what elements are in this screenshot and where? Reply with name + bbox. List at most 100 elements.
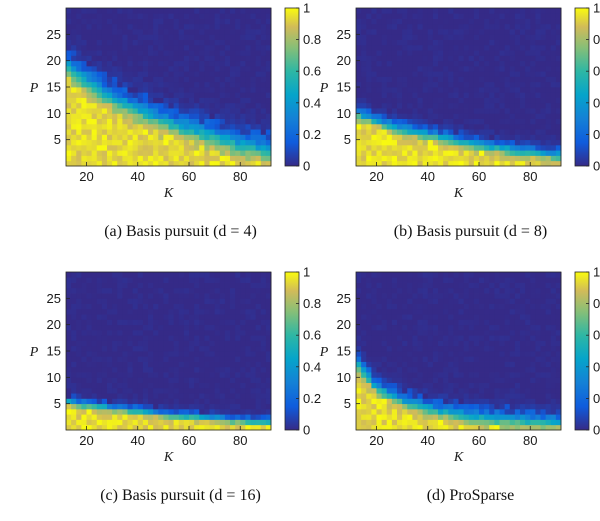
heatmap-cell xyxy=(427,92,434,98)
heatmap-cell xyxy=(545,118,552,125)
heatmap-cell xyxy=(525,361,531,368)
heatmap-cell xyxy=(386,123,393,130)
heatmap-cell xyxy=(91,335,98,341)
heatmap-cell xyxy=(255,272,262,278)
heatmap-cell xyxy=(391,81,398,88)
heatmap-cell xyxy=(391,8,398,14)
heatmap-cell xyxy=(545,50,552,56)
heatmap-cell xyxy=(224,287,231,294)
heatmap-cell xyxy=(550,60,557,67)
heatmap-cell xyxy=(540,340,547,347)
heatmap-cell xyxy=(199,382,205,389)
heatmap-cell xyxy=(530,293,536,299)
heatmap-cell xyxy=(240,118,246,125)
heatmap-cell xyxy=(66,351,72,357)
heatmap-cell xyxy=(494,65,500,72)
heatmap-cell xyxy=(453,398,459,405)
heatmap-cell xyxy=(235,414,241,420)
heatmap-cell xyxy=(412,314,418,320)
heatmap-cell xyxy=(199,287,205,294)
heatmap-cell xyxy=(402,8,408,14)
heatmap-cell xyxy=(356,308,362,315)
heatmap-cell xyxy=(142,277,149,283)
heatmap-cell xyxy=(514,97,521,104)
heatmap-cell xyxy=(509,50,516,56)
heatmap-cell xyxy=(427,55,434,62)
heatmap-cell xyxy=(514,139,521,146)
heatmap-cell xyxy=(545,55,552,62)
heatmap-cell xyxy=(71,123,77,130)
heatmap-cell xyxy=(458,298,465,304)
heatmap-cell xyxy=(112,76,118,83)
heatmap-cell xyxy=(168,414,175,420)
heatmap-cell xyxy=(391,139,398,146)
heatmap-cell xyxy=(407,129,413,135)
heatmap-cell xyxy=(230,282,236,289)
heatmap-cell xyxy=(101,81,108,88)
heatmap-cell xyxy=(361,23,367,30)
heatmap-cell xyxy=(199,55,205,62)
heatmap-cell xyxy=(489,92,495,98)
heatmap-cell xyxy=(366,356,372,362)
heatmap-cell xyxy=(194,419,200,426)
heatmap-cell xyxy=(127,329,134,336)
heatmap-cell xyxy=(132,139,139,146)
heatmap-cell xyxy=(530,393,536,399)
heatmap-cell xyxy=(173,150,180,156)
heatmap-cell xyxy=(163,113,169,119)
heatmap-cell xyxy=(209,366,216,373)
heatmap-cell xyxy=(219,23,226,30)
heatmap-cell xyxy=(484,118,490,125)
heatmap-cell xyxy=(122,356,128,362)
heatmap-cell xyxy=(148,335,154,341)
heatmap-cell xyxy=(489,314,495,320)
heatmap-cell xyxy=(489,324,495,331)
heatmap-cell xyxy=(371,329,377,336)
heatmap-cell xyxy=(153,335,159,341)
heatmap-cell xyxy=(163,76,169,83)
heatmap-cell xyxy=(412,139,418,146)
heatmap-cell xyxy=(376,44,383,51)
heatmap-cell xyxy=(112,129,118,135)
heatmap-cell xyxy=(183,23,190,30)
x-axis-label: K xyxy=(163,186,174,201)
heatmap-cell xyxy=(163,23,169,30)
heatmap-cell xyxy=(473,76,480,83)
heatmap-cell xyxy=(86,308,93,315)
heatmap-cell xyxy=(219,34,226,40)
heatmap-cell xyxy=(432,277,439,283)
heatmap-cell xyxy=(214,272,221,278)
heatmap-cell xyxy=(76,340,82,347)
heatmap-cell xyxy=(397,366,403,373)
heatmap-cell xyxy=(550,408,557,415)
heatmap-cell xyxy=(219,102,226,109)
heatmap-cell xyxy=(402,129,408,135)
heatmap-cell xyxy=(204,29,210,35)
heatmap-cell xyxy=(235,329,241,336)
heatmap-cell xyxy=(422,382,429,389)
heatmap-cell xyxy=(438,345,444,352)
heatmap-cell xyxy=(142,340,149,347)
heatmap-cell xyxy=(371,287,377,294)
heatmap-cell xyxy=(189,314,195,320)
heatmap-cell xyxy=(214,324,221,331)
heatmap-cell xyxy=(417,76,424,83)
heatmap-cell xyxy=(117,155,123,162)
heatmap-cell xyxy=(132,424,139,431)
heatmap-cell xyxy=(86,81,93,88)
heatmap-cell xyxy=(407,298,413,304)
heatmap-cell xyxy=(112,335,118,341)
heatmap-cell xyxy=(356,377,362,383)
heatmap-cell xyxy=(448,419,454,426)
heatmap-cell xyxy=(520,393,526,399)
heatmap-cell xyxy=(183,108,190,114)
heatmap-cell xyxy=(463,18,470,25)
heatmap-cell xyxy=(397,293,403,299)
heatmap-cell xyxy=(550,18,557,25)
heatmap-cell xyxy=(245,155,251,162)
heatmap-cell xyxy=(230,23,236,30)
heatmap-cell xyxy=(163,372,169,378)
heatmap-cell xyxy=(463,55,470,62)
heatmap-cell xyxy=(189,81,195,88)
heatmap-cell xyxy=(163,144,169,151)
